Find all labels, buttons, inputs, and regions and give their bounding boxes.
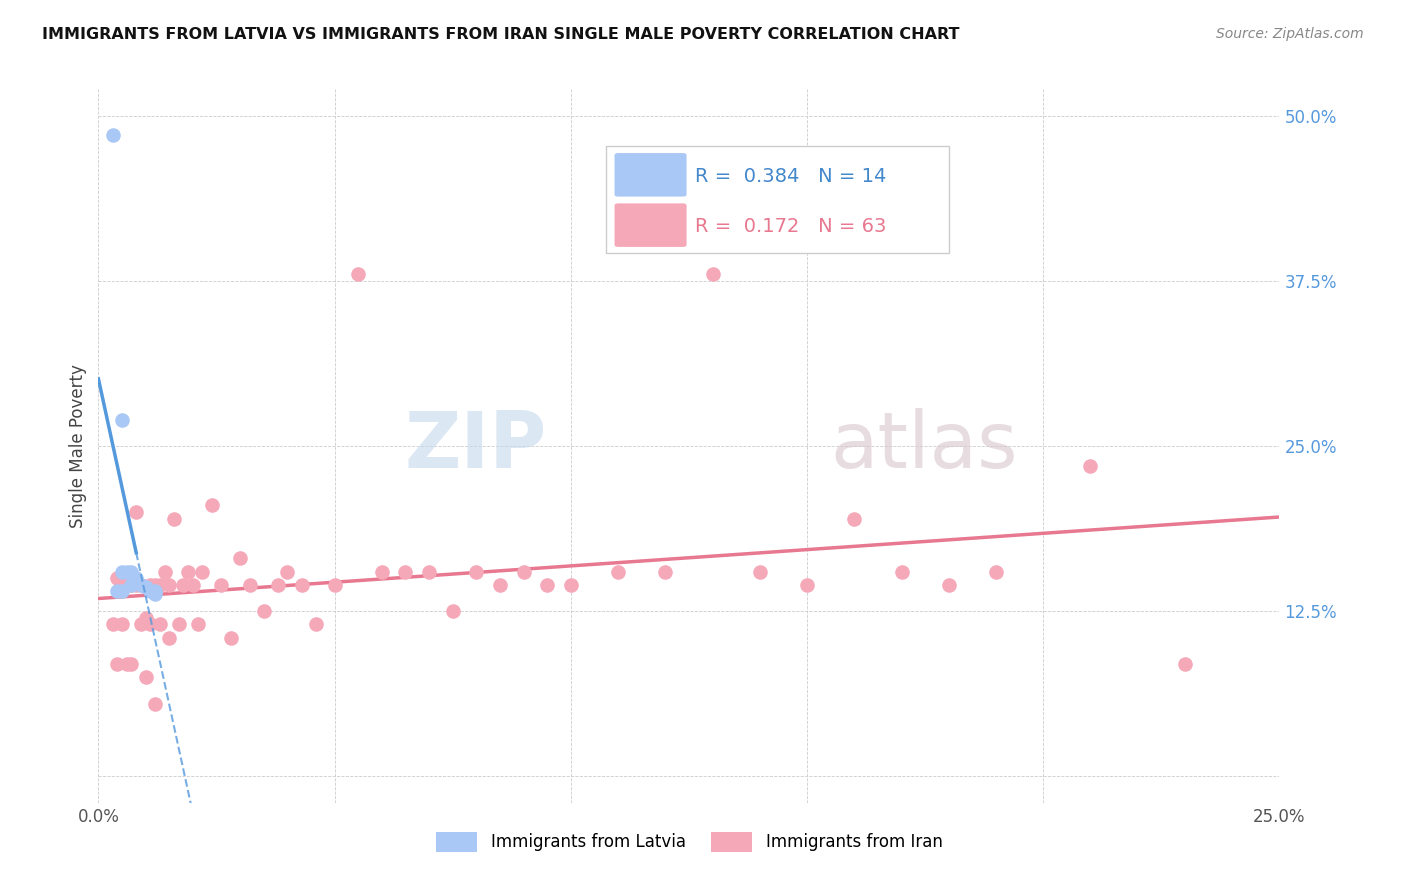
Point — [177, 565, 200, 579]
Point — [984, 565, 1007, 579]
Point — [201, 499, 224, 513]
Point — [139, 617, 162, 632]
Point — [105, 584, 128, 599]
Text: R =  0.172   N = 63: R = 0.172 N = 63 — [695, 217, 886, 236]
Point — [844, 511, 866, 525]
Point — [149, 578, 172, 592]
Point — [796, 578, 818, 592]
Point — [135, 670, 157, 684]
Point — [253, 604, 276, 618]
Point — [153, 565, 176, 579]
Point — [654, 565, 676, 579]
Point — [125, 505, 148, 519]
Point — [121, 657, 143, 671]
Point — [129, 617, 152, 632]
Point — [167, 617, 190, 632]
FancyBboxPatch shape — [614, 153, 686, 196]
Point — [172, 578, 194, 592]
Text: atlas: atlas — [831, 408, 1018, 484]
Point — [1080, 458, 1102, 473]
Point — [163, 511, 186, 525]
Point — [101, 128, 124, 143]
Point — [441, 604, 464, 618]
Point — [418, 565, 440, 579]
Point — [129, 578, 152, 592]
Point — [125, 578, 148, 592]
Legend: Immigrants from Latvia, Immigrants from Iran: Immigrants from Latvia, Immigrants from … — [429, 825, 949, 859]
Point — [347, 267, 370, 281]
Point — [489, 578, 512, 592]
Point — [748, 565, 770, 579]
Point — [115, 565, 138, 579]
Point — [512, 565, 534, 579]
Point — [157, 631, 180, 645]
Point — [105, 571, 128, 585]
Point — [111, 412, 134, 426]
Point — [111, 584, 134, 599]
Point — [239, 578, 262, 592]
Point — [890, 565, 912, 579]
Point — [125, 571, 148, 585]
Point — [121, 578, 143, 592]
Text: R =  0.384   N = 14: R = 0.384 N = 14 — [695, 167, 886, 186]
Point — [143, 578, 166, 592]
Point — [115, 578, 138, 592]
Point — [305, 617, 328, 632]
Point — [187, 617, 209, 632]
Point — [121, 565, 143, 579]
Point — [267, 578, 290, 592]
Point — [105, 657, 128, 671]
Point — [135, 611, 157, 625]
Point — [465, 565, 488, 579]
Point — [209, 578, 232, 592]
Point — [290, 578, 312, 592]
Point — [143, 587, 166, 601]
Point — [149, 617, 172, 632]
Point — [111, 617, 134, 632]
FancyBboxPatch shape — [614, 203, 686, 247]
Point — [1174, 657, 1197, 671]
Point — [191, 565, 214, 579]
Point — [536, 578, 558, 592]
Y-axis label: Single Male Poverty: Single Male Poverty — [69, 364, 87, 528]
Point — [229, 551, 252, 566]
Text: IMMIGRANTS FROM LATVIA VS IMMIGRANTS FROM IRAN SINGLE MALE POVERTY CORRELATION C: IMMIGRANTS FROM LATVIA VS IMMIGRANTS FRO… — [42, 27, 960, 42]
Point — [371, 565, 394, 579]
Point — [111, 565, 134, 579]
Point — [139, 584, 162, 599]
Point — [139, 578, 162, 592]
Point — [101, 617, 124, 632]
Point — [394, 565, 416, 579]
Point — [129, 578, 152, 592]
Text: Source: ZipAtlas.com: Source: ZipAtlas.com — [1216, 27, 1364, 41]
Point — [135, 581, 157, 595]
Point — [607, 565, 630, 579]
Point — [702, 267, 724, 281]
Point — [181, 578, 204, 592]
Point — [219, 631, 242, 645]
Point — [560, 578, 582, 592]
Point — [111, 571, 134, 585]
Point — [157, 578, 180, 592]
Point — [121, 578, 143, 592]
FancyBboxPatch shape — [606, 146, 949, 253]
Point — [276, 565, 298, 579]
Point — [143, 697, 166, 711]
Point — [143, 584, 166, 599]
Point — [938, 578, 960, 592]
Text: ZIP: ZIP — [405, 408, 547, 484]
Point — [115, 657, 138, 671]
Point — [323, 578, 346, 592]
